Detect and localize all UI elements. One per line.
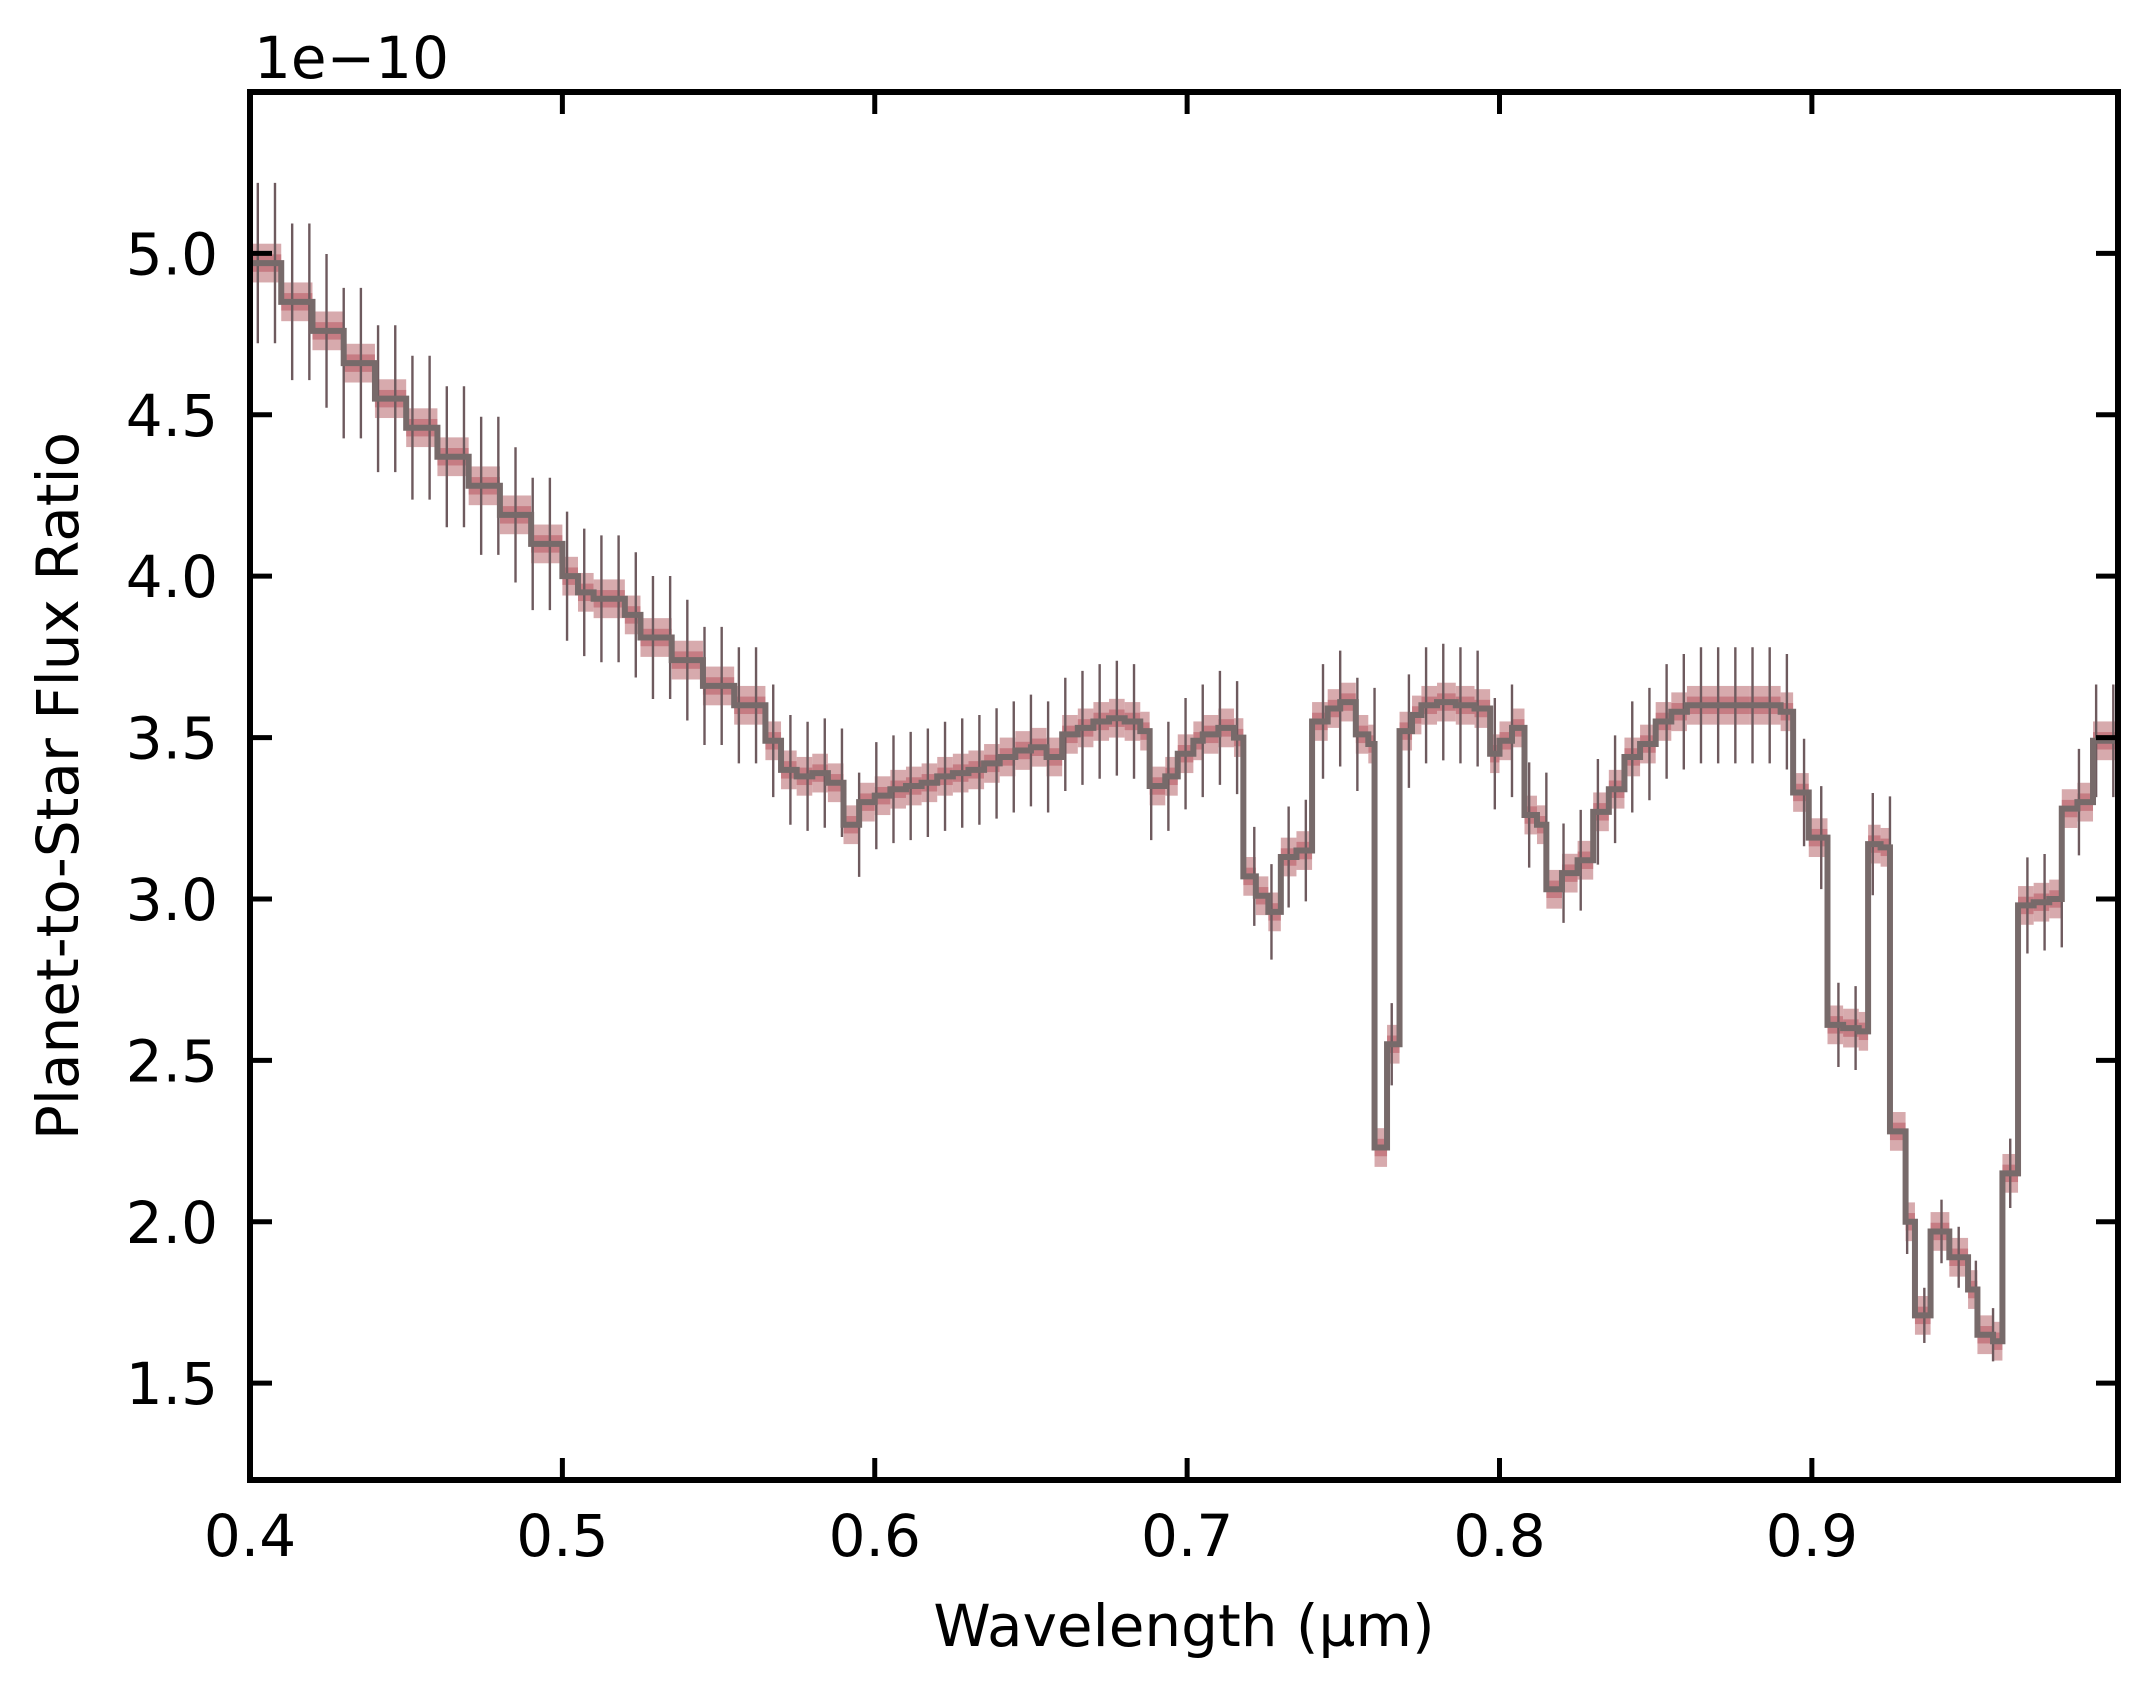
y-ticks: 1.5 2.0 2.5 3.0 3.5 4.0 4.5 5.0 — [126, 220, 2118, 1418]
plot-background — [250, 92, 2118, 1480]
x-tick-label: 0.5 — [516, 1502, 608, 1570]
x-axis-label: Wavelength (µm) — [933, 1592, 1434, 1660]
x-tick-label: 0.8 — [1453, 1502, 1545, 1570]
x-tick-label: 0.6 — [829, 1502, 921, 1570]
x-tick-label: 0.4 — [204, 1502, 296, 1570]
x-tick-label: 0.7 — [1141, 1502, 1233, 1570]
y-tick-label: 4.0 — [126, 543, 218, 611]
y-tick-label: 1.5 — [126, 1350, 218, 1418]
x-tick-label: 0.9 — [1766, 1502, 1858, 1570]
y-offset-label: 1e−10 — [254, 24, 449, 92]
y-tick-label: 3.5 — [126, 705, 218, 773]
line-layer — [250, 260, 2121, 1345]
spectrum-line — [250, 260, 2121, 1345]
plot-frame — [247, 89, 2121, 1483]
plot-area — [247, 89, 2121, 1483]
y-tick-label: 2.5 — [126, 1027, 218, 1095]
y-axis-label: Planet-to-Star Flux Ratio — [24, 432, 92, 1140]
y-tick-label: 2.0 — [126, 1189, 218, 1257]
x-ticks: 0.4 0.5 0.6 0.7 0.8 0.9 — [204, 92, 1858, 1570]
y-tick-label: 5.0 — [126, 220, 218, 288]
y-tick-label: 3.0 — [126, 866, 218, 934]
y-tick-label: 4.5 — [126, 382, 218, 450]
